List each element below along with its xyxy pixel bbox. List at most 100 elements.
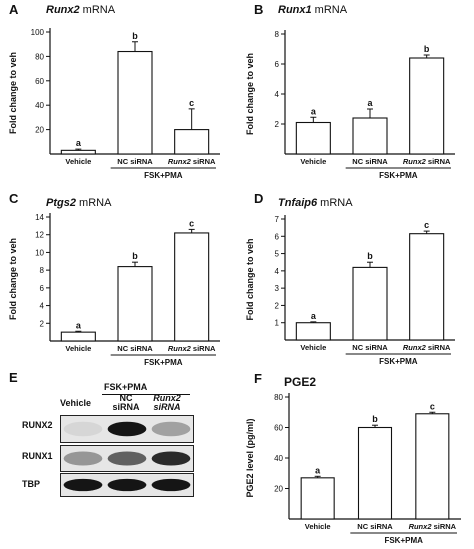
x-tick-label: Runx2 siRNA <box>409 522 457 531</box>
y-tick-label: 8 <box>40 266 45 275</box>
y-tick-label: 4 <box>275 267 280 276</box>
y-tick-label: 6 <box>275 60 280 69</box>
bar-chart-runx2: 20 40 60 80 100 Fold change to veh a Vehicle b NC… <box>8 28 220 180</box>
panel-letter: D <box>254 191 264 206</box>
x-tick-label: Vehicle <box>305 522 331 531</box>
treatment-group-line <box>102 394 190 395</box>
bar <box>117 266 153 342</box>
y-tick-label: 60 <box>35 77 44 86</box>
panel-letter: E <box>9 370 18 385</box>
blot-bands <box>61 474 193 496</box>
chart-title: Runx2 mRNA <box>46 4 115 16</box>
blot-band <box>107 451 147 466</box>
y-tick-label: 40 <box>35 101 44 110</box>
y-tick-label: 2 <box>275 120 280 129</box>
group-label: FSK+PMA <box>144 358 183 367</box>
panel-letter: B <box>254 2 264 17</box>
y-axis-label: Fold change to veh <box>8 52 18 134</box>
blot-bands <box>61 416 193 442</box>
y-axis-label: Fold change to veh <box>8 238 18 320</box>
significance-letter: a <box>311 311 317 321</box>
y-axis-label: Fold change to veh <box>245 238 255 320</box>
significance-letter: c <box>189 98 194 108</box>
blot-band <box>63 421 103 437</box>
lane-label: Runx2 siRNA <box>153 393 181 412</box>
y-tick-label: 80 <box>274 393 283 402</box>
group-label: FSK+PMA <box>384 536 423 545</box>
x-tick-label: Runx2 siRNA <box>168 157 216 166</box>
x-tick-label: NC siRNA <box>352 343 388 352</box>
significance-letter: b <box>424 44 430 54</box>
bar <box>409 233 445 341</box>
blot-row-box <box>60 415 194 443</box>
significance-letter: a <box>311 106 317 116</box>
panel-d: D Tnfaip6 mRNA 1 2 3 4 5 6 7 Fold change to veh… <box>237 185 474 366</box>
bar <box>409 57 445 155</box>
bar <box>117 50 153 155</box>
y-tick-label: 4 <box>40 302 45 311</box>
x-tick-label: NC siRNA <box>357 522 393 531</box>
bar <box>357 426 393 520</box>
title-suffix: mRNA <box>317 197 353 209</box>
y-tick-label: 12 <box>35 231 44 240</box>
y-tick-label: 14 <box>35 213 44 222</box>
blot-row-label: TBP <box>22 479 40 489</box>
lane-label: Vehicle <box>60 398 92 408</box>
title-suffix: mRNA <box>311 4 348 16</box>
y-tick-label: 40 <box>274 454 283 463</box>
treatment-group-label: FSK+PMA <box>104 382 148 392</box>
title-suffix: mRNA <box>79 4 116 16</box>
bar <box>60 331 96 342</box>
x-tick-label: Runx2 siRNA <box>403 343 451 352</box>
gene-name: Runx1 <box>278 4 312 16</box>
y-tick-label: 20 <box>274 485 283 494</box>
significance-letter: c <box>430 401 435 411</box>
bar <box>295 322 331 341</box>
blot-row-label: RUNX2 <box>22 420 53 430</box>
bar <box>352 117 388 155</box>
blot-bands <box>61 446 193 471</box>
bar <box>352 266 388 341</box>
significance-letter: b <box>132 31 138 41</box>
group-label: FSK+PMA <box>379 171 418 180</box>
panel-b: B Runx1 mRNA 2 4 6 8 Fold change to veh a Vehi… <box>237 0 474 180</box>
western-blot: FSK+PMA Vehicle NC siRNA Runx2 siRNA RUN… <box>8 368 194 500</box>
bar <box>174 129 210 155</box>
blot-band <box>63 478 103 492</box>
title-suffix: mRNA <box>75 197 112 209</box>
x-tick-label: Vehicle <box>65 344 91 353</box>
bar-chart-tnfaip6: 1 2 3 4 5 6 7 Fold change to veh a Vehicle b NC siR… <box>245 215 455 366</box>
blot-row-box <box>60 445 194 472</box>
y-tick-label: 8 <box>275 30 280 39</box>
x-tick-label: Vehicle <box>65 157 91 166</box>
panel-letter: C <box>9 191 19 206</box>
bar-chart-runx1: 2 4 6 8 Fold change to veh a Vehicle a NC siRNA b… <box>245 30 455 180</box>
significance-letter: c <box>424 220 429 230</box>
significance-letter: a <box>76 320 82 330</box>
y-tick-label: 20 <box>35 126 44 135</box>
y-tick-label: 4 <box>275 90 280 99</box>
y-tick-label: 2 <box>275 301 280 310</box>
y-tick-label: 5 <box>275 250 280 259</box>
panel-a: A Runx2 mRNA 20 40 60 80 100 Fold change to v… <box>0 0 237 180</box>
bar <box>295 121 331 155</box>
x-tick-label: Runx2 siRNA <box>403 157 451 166</box>
x-tick-label: Runx2 siRNA <box>168 344 216 353</box>
y-tick-label: 100 <box>31 28 45 37</box>
y-tick-label: 6 <box>40 284 45 293</box>
y-tick-label: 3 <box>275 284 280 293</box>
chart-title: PGE2 <box>284 375 317 389</box>
bar <box>174 232 210 342</box>
significance-letter: b <box>367 251 373 261</box>
blot-row-label: RUNX1 <box>22 451 53 461</box>
panel-letter: F <box>254 371 262 386</box>
significance-letter: b <box>132 251 138 261</box>
panel-f: F PGE2 20 40 60 80 PGE2 level (pg/ml) a Vehicl… <box>237 365 474 549</box>
y-tick-label: 10 <box>35 248 44 257</box>
y-tick-label: 7 <box>275 215 280 224</box>
chart-title: Ptgs2 mRNA <box>46 197 111 209</box>
lane-label: NC siRNA <box>112 393 140 412</box>
y-tick-label: 6 <box>275 232 280 241</box>
blot-band <box>151 421 191 437</box>
x-tick-label: NC siRNA <box>117 344 153 353</box>
